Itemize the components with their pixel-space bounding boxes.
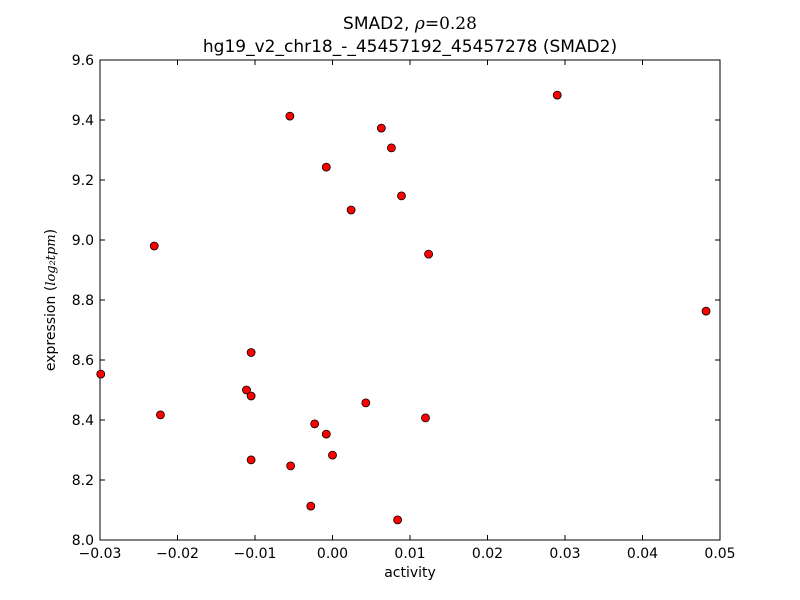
x-tick-label: 0.02 bbox=[472, 546, 503, 562]
data-point bbox=[393, 515, 403, 525]
data-point bbox=[310, 419, 320, 429]
y-axis-label: expression (log₂tpm) bbox=[43, 229, 59, 371]
y-axis-label-suffix: ) bbox=[43, 229, 59, 234]
data-point bbox=[397, 191, 406, 201]
y-axis-label-prefix: expression ( bbox=[43, 286, 59, 371]
x-tick-label: 0.03 bbox=[549, 546, 580, 562]
data-point bbox=[156, 410, 165, 420]
data-point bbox=[376, 123, 386, 133]
data-point bbox=[286, 461, 296, 471]
data-point bbox=[321, 429, 331, 439]
y-tick-label: 8.6 bbox=[72, 353, 94, 369]
x-tick-label: 0.00 bbox=[317, 546, 348, 562]
data-point bbox=[361, 398, 371, 408]
data-point bbox=[701, 306, 711, 316]
data-point bbox=[346, 205, 356, 215]
x-axis-label: activity bbox=[384, 565, 436, 581]
data-point bbox=[306, 501, 316, 511]
y-tick-label: 9.6 bbox=[72, 53, 94, 69]
ticks-layer: −0.03 −0.02 −0.01 0.00 0.01 0.02 0.03 0.04 0.05 8… bbox=[72, 53, 736, 562]
title-gene: SMAD2, bbox=[343, 14, 409, 34]
data-point bbox=[328, 450, 337, 460]
data-point bbox=[246, 348, 256, 357]
y-tick-label: 9.2 bbox=[72, 173, 94, 189]
y-tick-label: 9.0 bbox=[72, 233, 94, 249]
x-tick-label: −0.01 bbox=[234, 546, 277, 562]
y-tick-label: 8.2 bbox=[72, 473, 94, 489]
data-point bbox=[285, 111, 295, 121]
y-tick-label: 8.0 bbox=[72, 533, 94, 549]
title-rho-symbol: ρ bbox=[414, 14, 425, 34]
chart-subtitle: hg19_v2_chr18_-_45457192_45457278 (SMAD2… bbox=[203, 37, 617, 57]
data-point bbox=[246, 455, 256, 465]
y-axis-label-math: log₂tpm bbox=[44, 234, 59, 285]
data-point bbox=[149, 241, 159, 251]
title-rho-value: =0.28 bbox=[425, 14, 477, 34]
data-point bbox=[424, 249, 434, 259]
y-tick-label: 9.4 bbox=[72, 113, 94, 129]
x-tick-label: 0.04 bbox=[627, 546, 658, 562]
data-point bbox=[246, 391, 256, 401]
y-tick-label: 8.4 bbox=[72, 413, 94, 429]
data-point bbox=[421, 413, 430, 423]
x-tick-label: 0.01 bbox=[394, 546, 425, 562]
data-point bbox=[552, 90, 562, 100]
points-layer bbox=[96, 90, 711, 525]
data-point bbox=[321, 162, 331, 172]
y-tick-label: 8.8 bbox=[72, 293, 94, 309]
chart-title: SMAD2, ρ=0.28 bbox=[343, 14, 477, 34]
x-tick-label: 0.05 bbox=[704, 546, 735, 562]
data-point bbox=[242, 385, 251, 395]
data-point bbox=[386, 143, 396, 153]
x-tick-label: −0.03 bbox=[79, 546, 122, 562]
x-tick-label: −0.02 bbox=[156, 546, 199, 562]
data-point bbox=[96, 369, 106, 379]
plot-area bbox=[99, 59, 721, 541]
